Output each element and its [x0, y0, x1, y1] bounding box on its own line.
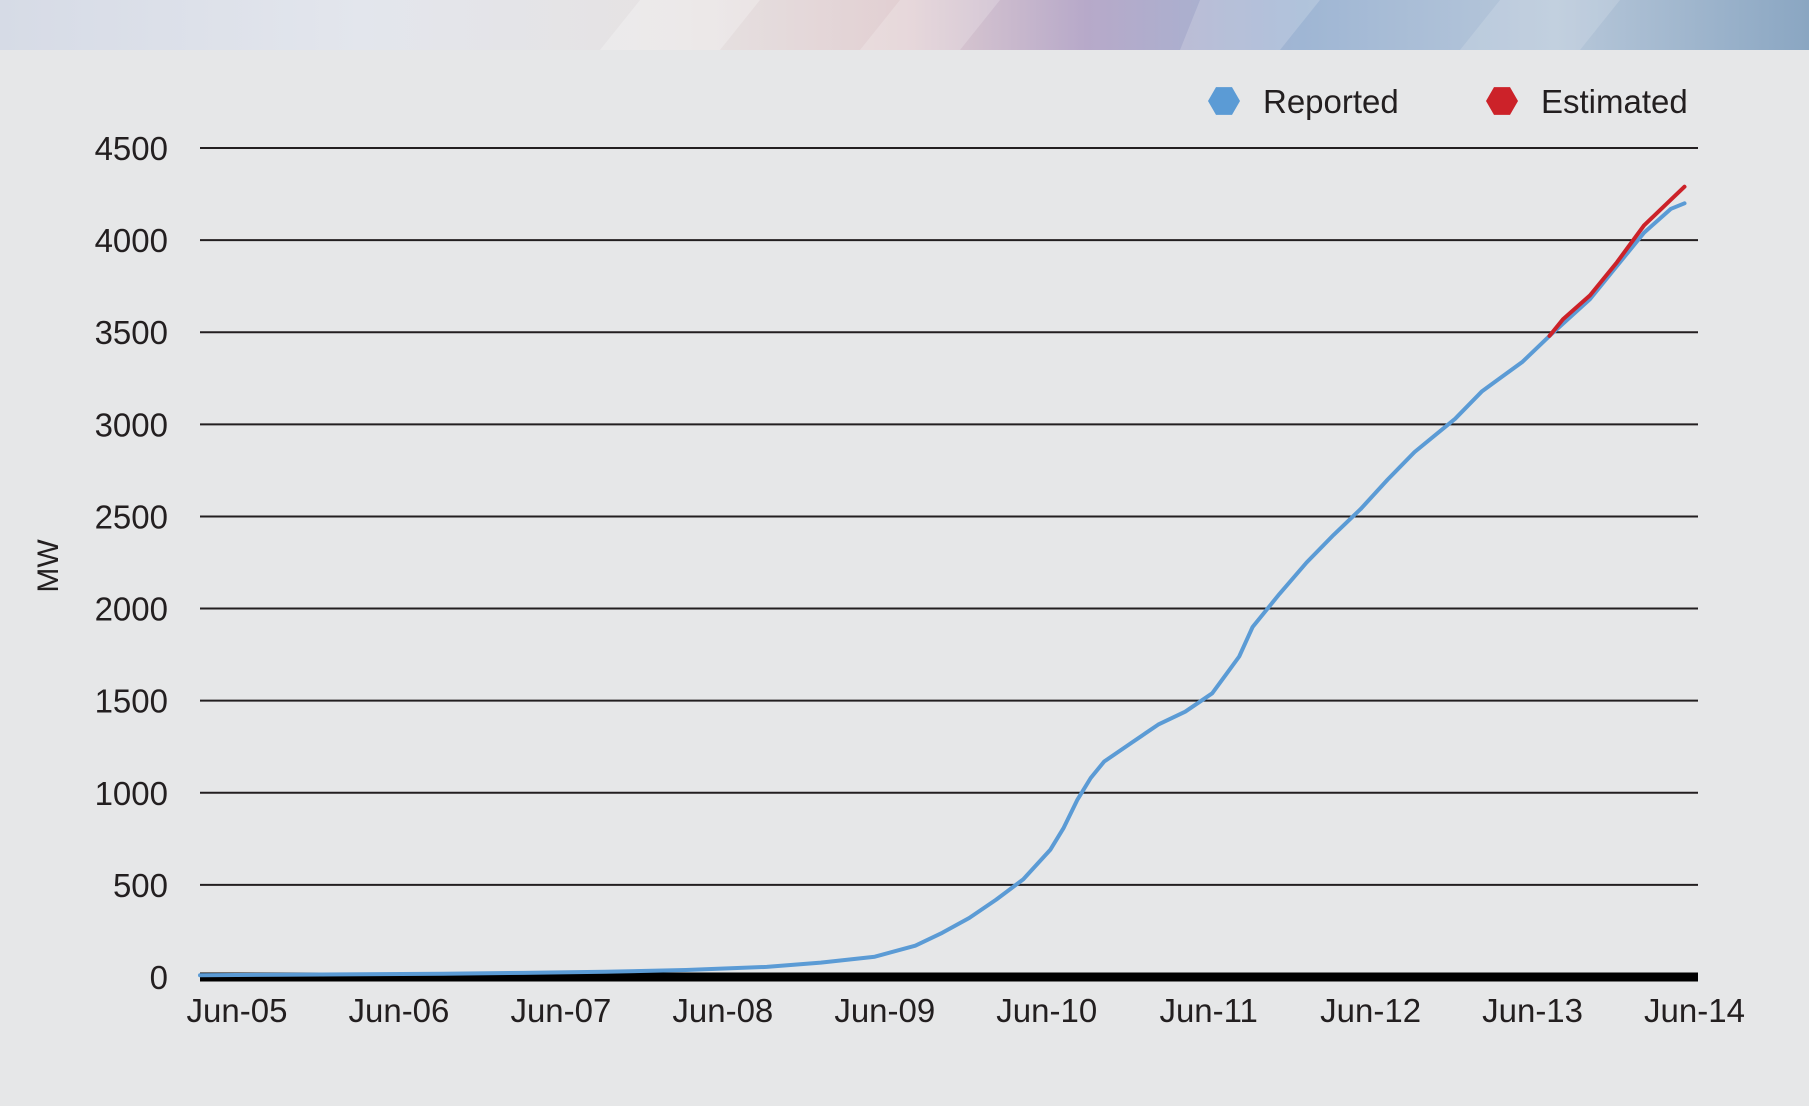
x-tick-label: Jun-07: [510, 992, 611, 1029]
x-tick-label: Jun-05: [187, 992, 288, 1029]
legend: Reported Estimated: [1208, 83, 1688, 120]
x-axis-ticks: Jun-05 Jun-06 Jun-07 Jun-08 Jun-09 Jun-10 Jun-…: [187, 992, 1745, 1029]
legend-label-estimated: Estimated: [1541, 83, 1688, 120]
x-tick-label: Jun-11: [1159, 992, 1257, 1029]
x-tick-label: Jun-12: [1320, 992, 1421, 1029]
x-tick-label: Jun-10: [996, 992, 1097, 1029]
y-tick-label: 4000: [95, 222, 168, 259]
x-tick-label: Jun-14: [1644, 992, 1745, 1029]
x-tick-label: Jun-09: [834, 992, 935, 1029]
decorative-header-band: [0, 0, 1809, 50]
gridlines: [200, 147, 1698, 982]
y-tick-label: 3000: [95, 406, 168, 443]
y-tick-label: 1500: [95, 683, 168, 720]
legend-label-reported: Reported: [1263, 83, 1399, 120]
y-tick-label: 1000: [95, 775, 168, 812]
series-line-estimated: [1547, 184, 1687, 338]
y-tick-label: 4500: [95, 130, 168, 167]
y-axis-ticks: 0 500 1000 1500 2000 2500 3000 3500 4000 4500: [95, 130, 168, 996]
y-tick-label: 2000: [95, 591, 168, 628]
y-tick-label: 500: [113, 867, 168, 904]
series-line-reported: [198, 201, 1687, 978]
y-tick-label: 3500: [95, 314, 168, 351]
x-tick-label: Jun-13: [1482, 992, 1583, 1029]
x-tick-label: Jun-06: [348, 992, 449, 1029]
y-tick-label: 0: [150, 959, 168, 996]
x-tick-label: Jun-08: [672, 992, 773, 1029]
y-tick-label: 2500: [95, 498, 168, 535]
y-axis-title: MW: [32, 539, 65, 593]
legend-marker-estimated: [1486, 87, 1518, 115]
series-lines: [198, 184, 1687, 978]
legend-marker-reported: [1208, 87, 1240, 115]
